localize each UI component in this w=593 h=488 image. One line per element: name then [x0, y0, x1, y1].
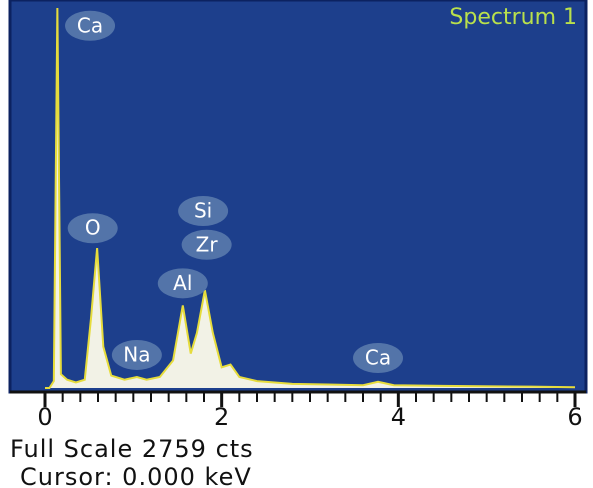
- peak-label: O: [85, 216, 101, 240]
- spectrum-line: [45, 7, 576, 389]
- plot-background: [8, 0, 588, 394]
- chart-title: Spectrum 1: [449, 5, 577, 30]
- x-tick-label: 6: [567, 403, 582, 431]
- peak-label: Ca: [77, 13, 103, 37]
- peak-label-bg: [353, 342, 404, 373]
- x-tick-label: 0: [37, 403, 52, 431]
- peak-label-bg: [178, 196, 229, 227]
- x-tick-label: 2: [214, 403, 229, 431]
- peak-label: Si: [194, 199, 212, 223]
- peak-label: Na: [123, 342, 150, 366]
- cursor: Cursor: 0.000 keV: [20, 463, 252, 488]
- peak-label: Ca: [365, 345, 391, 369]
- peak-label-bg: [157, 268, 208, 299]
- peak-label: Al: [173, 271, 192, 295]
- peak-label-bg: [111, 339, 162, 370]
- peak-label: Zr: [196, 232, 219, 256]
- peak-label-bg: [65, 10, 116, 41]
- full-scale: Full Scale 2759 cts: [10, 435, 254, 463]
- spectrum-area: [45, 8, 575, 388]
- x-tick-label: 4: [391, 403, 406, 431]
- peak-label-bg: [67, 213, 118, 244]
- peak-label-bg: [181, 229, 232, 260]
